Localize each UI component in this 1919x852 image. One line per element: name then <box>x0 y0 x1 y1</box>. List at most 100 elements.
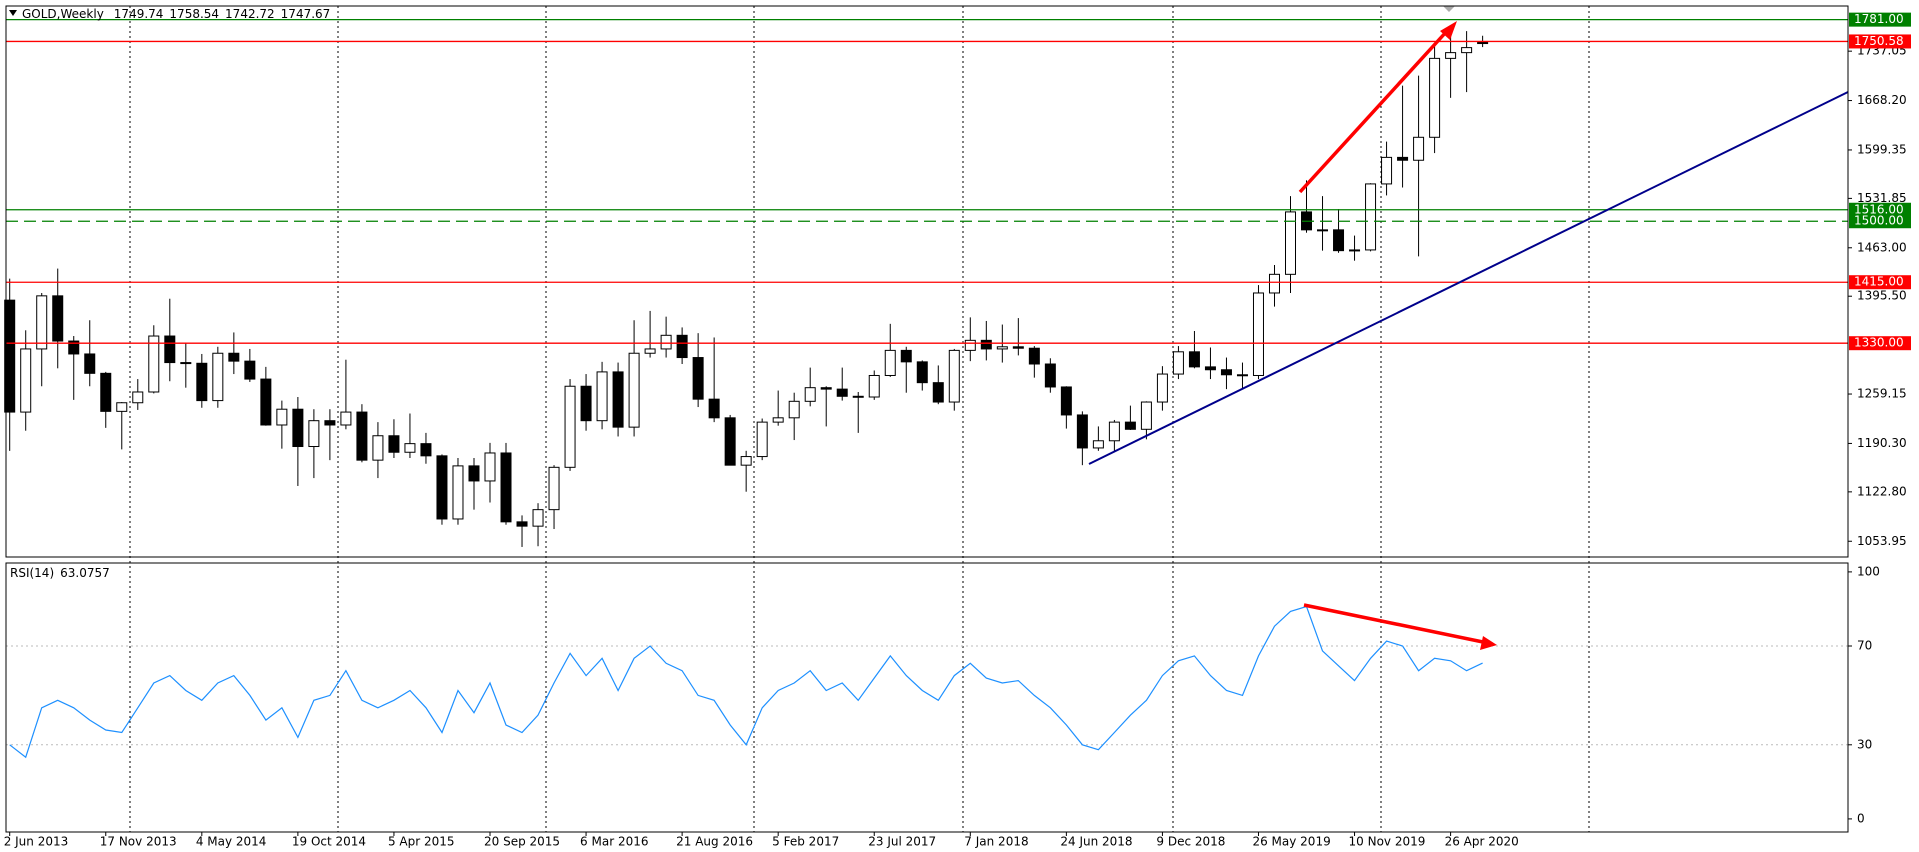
candle-body <box>1188 351 1200 368</box>
candle-body <box>676 334 688 359</box>
candle-body <box>724 417 736 466</box>
candle-body <box>772 417 784 423</box>
candle-body <box>1333 229 1345 252</box>
candle-body <box>932 382 944 403</box>
candle-body <box>244 360 256 380</box>
candle-body <box>916 361 928 384</box>
candle-body <box>1204 366 1216 371</box>
candle-body <box>180 362 192 365</box>
candle-body <box>1285 211 1296 275</box>
candle-body <box>868 374 880 398</box>
candle-body <box>948 349 960 403</box>
x-tick-label: 5 Apr 2015 <box>388 835 455 849</box>
candle-body <box>1140 401 1152 430</box>
candle-body <box>548 466 560 511</box>
candle-body <box>628 352 640 428</box>
level-label: 1500.00 <box>1854 214 1904 228</box>
candle-body <box>292 408 304 448</box>
x-tick-label: 21 Aug 2016 <box>676 835 753 849</box>
candle-body <box>1108 421 1120 442</box>
candle-body <box>260 378 272 426</box>
candle-body <box>820 387 832 390</box>
candle-body <box>36 295 48 350</box>
candle-body <box>420 443 432 457</box>
x-tick-label: 17 Nov 2013 <box>100 835 177 849</box>
candle-body <box>404 443 416 453</box>
candle-body <box>1429 57 1441 138</box>
y-tick-label: 1531.85 <box>1857 191 1907 205</box>
candle-body <box>804 387 816 402</box>
arrow-head <box>1480 636 1497 650</box>
candle-body <box>228 352 240 362</box>
y-tick-label: 1668.20 <box>1857 93 1907 107</box>
candle-body <box>900 349 912 363</box>
level-label: 1750.58 <box>1854 34 1904 48</box>
rsi-tick-label: 100 <box>1857 564 1880 578</box>
candle-body <box>1028 347 1040 365</box>
rsi-header: RSI(14) 63.0757 <box>10 566 110 580</box>
candle-body <box>516 521 528 527</box>
x-tick-label: 7 Jan 2018 <box>964 835 1028 849</box>
y-tick-label: 1599.35 <box>1857 142 1907 156</box>
level-label-bg <box>1849 34 1911 49</box>
candle-body <box>452 465 464 520</box>
candle-body <box>484 452 496 482</box>
plot-layer: 1053.95 1122.80 1190.30 1259.15 1395.50 1463.… <box>4 12 1911 849</box>
candle-body <box>580 385 592 422</box>
x-tick-label: 26 Apr 2020 <box>1445 835 1519 849</box>
candle-body <box>356 411 368 461</box>
candle-body <box>68 340 80 355</box>
candle-body <box>1445 52 1457 59</box>
candle-body <box>148 335 160 393</box>
candle-body <box>1461 47 1473 54</box>
candle-body <box>196 362 208 402</box>
rsi-tick-label: 70 <box>1857 638 1872 652</box>
candle-body <box>1076 414 1088 449</box>
level-label: 1415.00 <box>1854 275 1904 289</box>
candle-body <box>756 421 768 458</box>
level-label: 1516.00 <box>1854 202 1904 216</box>
x-tick-label: 10 Nov 2019 <box>1349 835 1426 849</box>
candle-body <box>596 371 608 422</box>
level-label-bg <box>1849 202 1911 217</box>
candle-body <box>996 346 1008 350</box>
candle-body <box>532 509 544 527</box>
candle-body <box>100 372 112 412</box>
level-label-bg <box>1849 12 1911 27</box>
rsi-line <box>9 605 1483 759</box>
candle-body <box>1252 292 1264 376</box>
candle-body <box>1381 156 1393 185</box>
candle-body <box>1268 273 1280 294</box>
candle-body <box>980 339 992 350</box>
candle-body <box>1477 41 1489 45</box>
rsi-tick-label: 0 <box>1857 811 1865 825</box>
x-tick-label: 26 May 2019 <box>1252 835 1330 849</box>
candle-body <box>340 411 352 426</box>
x-tick-label: 6 Mar 2016 <box>580 835 648 849</box>
arrow-head <box>1440 21 1457 40</box>
candle-body <box>708 398 720 419</box>
level-label: 1781.00 <box>1854 12 1904 26</box>
level-label-bg <box>1849 275 1911 290</box>
trend-line <box>1088 91 1849 465</box>
candle-body <box>1092 440 1104 449</box>
candle-body <box>564 385 576 468</box>
x-tick-label: 2 Jun 2013 <box>4 835 69 849</box>
y-tick-label: 1259.15 <box>1857 387 1907 401</box>
x-tick-label: 23 Jul 2017 <box>868 835 936 849</box>
header-low: 1742.72 <box>225 7 275 21</box>
arrow-line <box>1298 29 1449 194</box>
candle-body <box>436 455 448 520</box>
candle-body <box>4 299 16 413</box>
header-open: 1749.74 <box>114 7 164 21</box>
marker-triangle <box>1443 6 1455 12</box>
level-label-bg <box>1849 214 1911 229</box>
candle-body <box>1060 386 1072 416</box>
candle-body <box>884 349 896 376</box>
candle-body <box>660 334 672 350</box>
level-label: 1330.00 <box>1854 336 1904 350</box>
x-tick-label: 5 Feb 2017 <box>772 835 839 849</box>
candle-body <box>1317 229 1329 232</box>
